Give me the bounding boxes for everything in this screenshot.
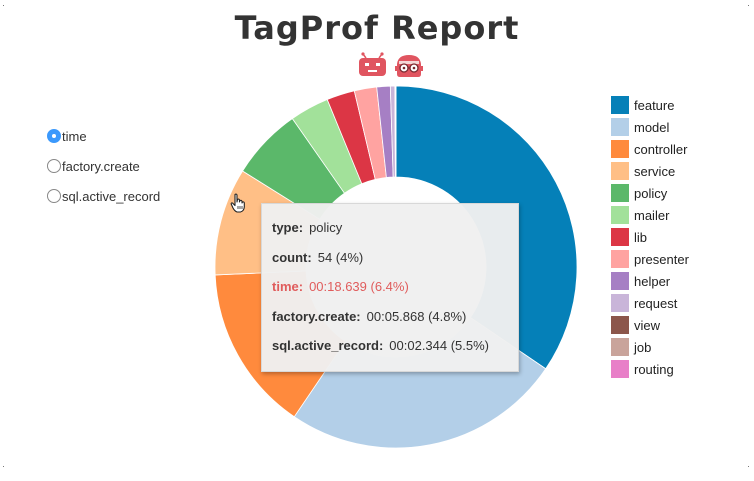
metric-option-factory-create[interactable]: factory.create	[47, 151, 160, 181]
legend-item-controller[interactable]: controller	[611, 138, 689, 160]
robot-face-icon	[359, 52, 386, 76]
tooltip-value: 00:05.868 (4.8%)	[366, 308, 467, 324]
tooltip-key: time:	[272, 279, 304, 294]
chart-legend: feature model controller service policy maile…	[611, 94, 689, 380]
tooltip-key: factory.create:	[272, 308, 361, 324]
radio-button-factory-create[interactable]	[47, 159, 61, 173]
legend-swatch	[611, 96, 629, 114]
tooltip-value: 00:18.639 (6.4%)	[309, 279, 409, 294]
radio-button-time[interactable]	[47, 129, 61, 143]
tooltip-row: count: 54 (4%)	[272, 249, 518, 279]
legend-swatch	[611, 250, 629, 268]
metric-option-time[interactable]: time	[47, 121, 160, 151]
metric-option-sql-active-record[interactable]: sql.active_record	[47, 181, 160, 211]
tooltip-key: type:	[272, 220, 304, 235]
corner-dot-bottom-left	[3, 466, 4, 467]
tooltip-row: factory.create: 00:05.868 (4.8%)	[272, 308, 518, 338]
tooltip-row: type: policy	[272, 219, 518, 249]
legend-swatch	[611, 338, 629, 356]
legend-swatch	[611, 228, 629, 246]
radio-button-sql-active-record[interactable]	[47, 189, 61, 203]
legend-item-service[interactable]: service	[611, 160, 689, 182]
legend-label: service	[634, 163, 676, 179]
tooltip-key: sql.active_record:	[272, 338, 384, 353]
tooltip-key: count:	[272, 249, 312, 265]
legend-item-helper[interactable]: helper	[611, 270, 689, 292]
metric-option-label: factory.create	[62, 158, 140, 174]
legend-swatch	[611, 360, 629, 378]
tagprof-logo-icon	[359, 52, 423, 77]
tooltip-value: policy	[309, 220, 343, 235]
legend-label: model	[634, 119, 670, 135]
tooltip-row: time: 00:18.639 (6.4%)	[272, 278, 518, 308]
legend-label: feature	[634, 97, 675, 113]
legend-swatch	[611, 272, 629, 290]
metric-option-label: sql.active_record	[62, 188, 161, 204]
legend-swatch	[611, 184, 629, 202]
legend-swatch	[611, 316, 629, 334]
legend-swatch	[611, 118, 629, 136]
legend-swatch	[611, 140, 629, 158]
legend-label: controller	[634, 141, 688, 157]
tooltip-value: 54 (4%)	[317, 249, 364, 265]
legend-label: policy	[634, 185, 668, 201]
tooltip-row: sql.active_record: 00:02.344 (5.5%)	[272, 337, 518, 367]
legend-label: request	[634, 295, 678, 311]
legend-label: lib	[634, 229, 648, 245]
legend-item-presenter[interactable]: presenter	[611, 248, 689, 270]
legend-label: view	[634, 317, 661, 333]
chart-tooltip: type: policy count: 54 (4%) time: 00:18.639 (…	[261, 203, 519, 372]
glasses-face-icon	[395, 55, 423, 77]
legend-label: presenter	[634, 251, 689, 267]
legend-item-model[interactable]: model	[611, 116, 689, 138]
legend-label: job	[634, 339, 652, 355]
corner-dot-top-right	[748, 5, 749, 6]
legend-item-job[interactable]: job	[611, 336, 689, 358]
tooltip-value: 00:02.344 (5.5%)	[389, 338, 490, 353]
legend-item-request[interactable]: request	[611, 292, 689, 314]
legend-swatch	[611, 162, 629, 180]
legend-label: mailer	[634, 207, 670, 223]
legend-swatch	[611, 294, 629, 312]
legend-label: routing	[634, 361, 674, 377]
legend-item-feature[interactable]: feature	[611, 94, 689, 116]
hand-cursor-icon	[230, 193, 245, 213]
corner-dot-bottom-right	[748, 466, 749, 467]
metric-option-label: time	[62, 128, 87, 144]
legend-item-view[interactable]: view	[611, 314, 689, 336]
legend-item-mailer[interactable]: mailer	[611, 204, 689, 226]
report-title: TagProf Report	[234, 9, 520, 47]
corner-dot-top-left	[3, 5, 4, 6]
legend-item-routing[interactable]: routing	[611, 358, 689, 380]
legend-swatch	[611, 206, 629, 224]
legend-item-lib[interactable]: lib	[611, 226, 689, 248]
legend-label: helper	[634, 273, 671, 289]
metric-selector: time factory.create sql.active_record	[47, 121, 160, 211]
legend-item-policy[interactable]: policy	[611, 182, 689, 204]
